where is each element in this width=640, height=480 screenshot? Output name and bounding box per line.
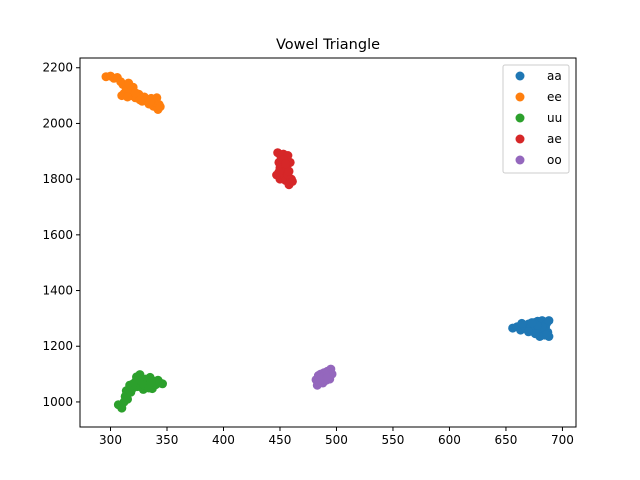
x-tick-label: 550: [382, 433, 405, 447]
legend-marker-ae: [515, 134, 525, 144]
y-tick-label: 1200: [42, 339, 73, 353]
x-tick-label: 600: [438, 433, 461, 447]
axes-layer: 300 350 400 450 500 550 600 650 700 1000 1200 1400 1…: [42, 61, 573, 447]
chart-title: Vowel Triangle: [276, 37, 380, 53]
legend-marker-uu: [515, 113, 525, 123]
legend-marker-oo: [515, 155, 525, 165]
legend-marker-aa: [515, 71, 525, 81]
y-tick-label: 1400: [42, 284, 73, 298]
point-ee: [155, 102, 165, 112]
x-tick-label: 450: [269, 433, 292, 447]
x-tick-label: 650: [494, 433, 517, 447]
point-aa: [527, 318, 537, 328]
point-ee: [145, 97, 155, 107]
series-ee: [101, 71, 165, 114]
point-ee: [130, 88, 140, 98]
x-tick-label: 500: [325, 433, 348, 447]
y-tick-label: 2000: [42, 116, 73, 130]
x-tick-label: 300: [99, 433, 122, 447]
point-ae: [274, 167, 284, 177]
y-tick-label: 1600: [42, 228, 73, 242]
point-aa: [517, 318, 527, 328]
legend-label-ae: ae: [547, 132, 562, 146]
legend-items: aa ee uu ae oo: [515, 69, 562, 167]
point-aa: [530, 329, 540, 339]
series-aa: [508, 316, 554, 341]
point-ae: [281, 159, 291, 169]
point-uu: [146, 377, 156, 387]
series-ae: [272, 148, 297, 190]
series-oo: [311, 364, 337, 390]
point-aa: [544, 316, 554, 326]
legend-label-aa: aa: [547, 69, 562, 83]
x-tick-label: 700: [551, 433, 574, 447]
legend-label-oo: oo: [547, 153, 562, 167]
point-oo: [313, 372, 323, 382]
point-uu: [123, 394, 132, 404]
x-tick-label: 400: [212, 433, 235, 447]
point-ae: [284, 166, 294, 176]
series-uu: [113, 370, 167, 413]
legend-label-ee: ee: [547, 90, 562, 104]
y-tick-label: 1800: [42, 172, 73, 186]
point-aa: [524, 327, 533, 337]
legend-label-uu: uu: [547, 111, 562, 125]
point-uu: [124, 384, 134, 394]
point-uu: [158, 379, 167, 389]
legend-marker-ee: [515, 92, 525, 102]
plot-frame: [79, 57, 577, 428]
y-tick-label: 2200: [42, 61, 73, 75]
legend-box: [502, 64, 570, 174]
point-ee: [123, 92, 132, 102]
x-tick-label: 350: [156, 433, 179, 447]
point-ee: [135, 95, 145, 105]
point-aa: [542, 330, 552, 340]
legend: aa ee uu ae oo: [502, 64, 570, 174]
points-layer: [101, 71, 554, 413]
point-ae: [287, 176, 297, 186]
y-tick-label: 1000: [42, 395, 73, 409]
point-oo: [322, 372, 332, 382]
